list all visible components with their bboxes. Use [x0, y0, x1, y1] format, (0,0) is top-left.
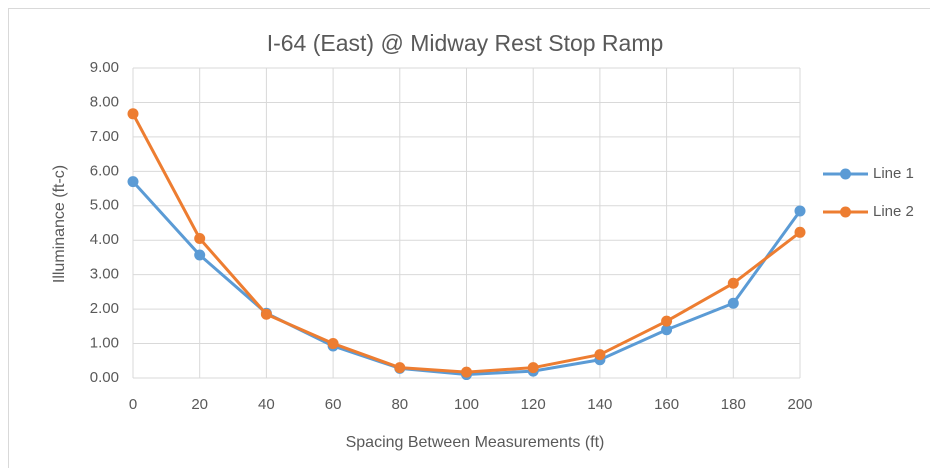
- y-tick-label: 5.00: [90, 197, 119, 214]
- x-tick-label: 140: [587, 396, 612, 413]
- y-tick-label: 6.00: [90, 162, 119, 179]
- y-tick-label: 1.00: [90, 335, 119, 352]
- chart-frame: [8, 8, 930, 468]
- y-tick-label: 0.00: [90, 369, 119, 386]
- data-point: [527, 362, 539, 374]
- data-point: [727, 297, 739, 309]
- x-tick-label: 40: [258, 396, 275, 413]
- y-tick-label: 8.00: [90, 93, 119, 110]
- data-point: [394, 362, 406, 374]
- data-point: [661, 315, 673, 327]
- y-axis-label: Illuminance (ft-c): [51, 165, 68, 283]
- x-tick-label: 80: [391, 396, 408, 413]
- data-point: [194, 233, 206, 244]
- y-tick-label: 2.00: [90, 300, 119, 317]
- data-point: [127, 176, 139, 188]
- x-axis-label: Spacing Between Measurements (ft): [346, 434, 605, 451]
- y-tick-label: 4.00: [90, 231, 119, 248]
- data-point: [794, 205, 806, 217]
- data-point: [461, 366, 472, 378]
- legend-label: Line 2: [873, 203, 914, 220]
- x-tick-label: 0: [129, 396, 137, 413]
- y-tick-label: 3.00: [90, 266, 119, 283]
- data-point: [194, 249, 206, 261]
- y-tick-label: 9.00: [90, 59, 119, 76]
- data-point: [661, 324, 673, 336]
- legend-marker: [840, 168, 851, 180]
- data-point: [594, 349, 606, 361]
- data-point: [794, 226, 806, 238]
- x-tick-label: 200: [787, 396, 812, 413]
- x-tick-label: 100: [454, 396, 479, 413]
- legend-label: Line 1: [873, 165, 914, 182]
- chart-title: I-64 (East) @ Midway Rest Stop Ramp: [267, 30, 664, 56]
- x-tick-label: 60: [325, 396, 342, 413]
- data-point: [327, 338, 339, 350]
- x-tick-label: 180: [721, 396, 746, 413]
- x-tick-label: 160: [654, 396, 679, 413]
- data-point: [260, 308, 272, 320]
- y-tick-label: 7.00: [90, 128, 119, 145]
- data-point: [127, 108, 139, 120]
- legend-marker: [840, 206, 851, 218]
- data-point: [727, 277, 739, 289]
- x-tick-label: 120: [521, 396, 546, 413]
- x-tick-label: 20: [191, 396, 208, 413]
